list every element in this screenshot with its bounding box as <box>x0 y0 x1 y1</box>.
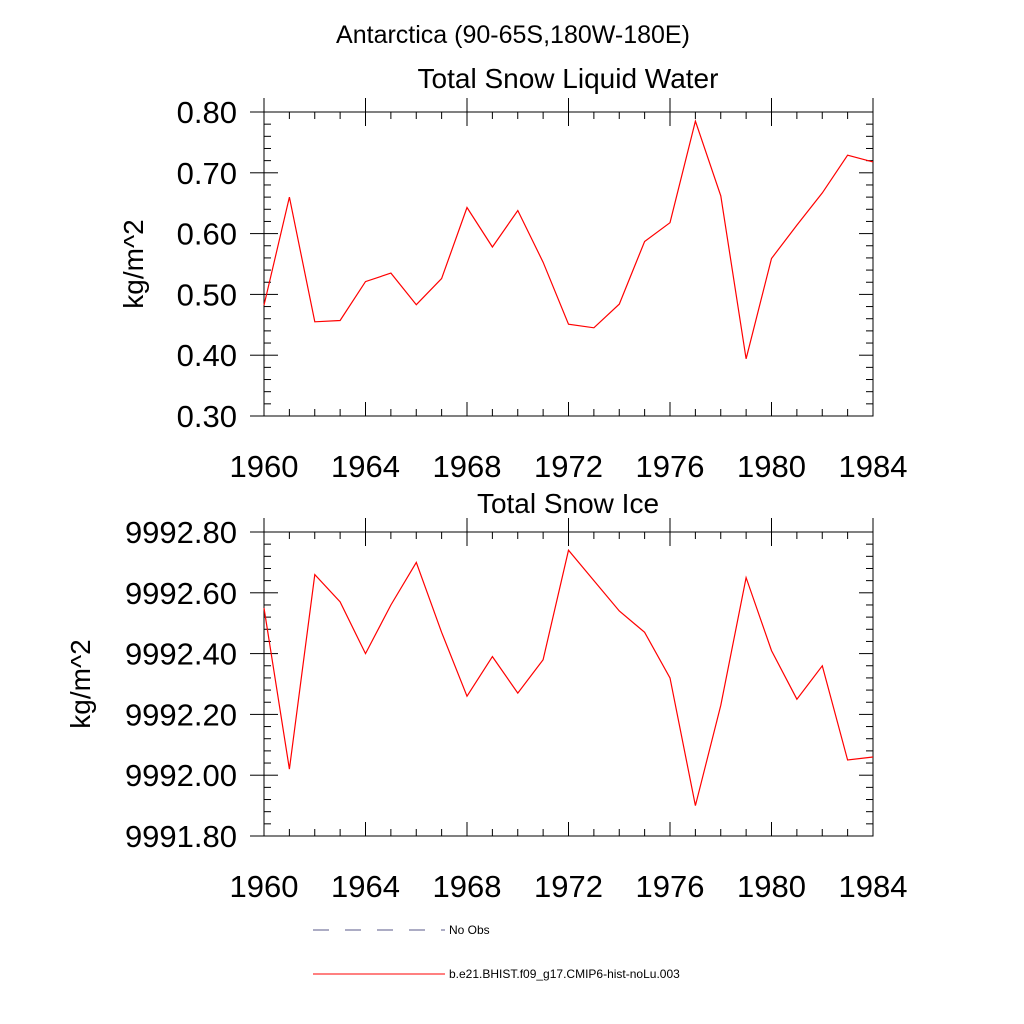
figure-title: Antarctica (90-65S,180W-180E) <box>336 21 690 49</box>
x-tick-label: 1980 <box>737 449 806 484</box>
y-tick-label: 0.50 <box>177 277 237 312</box>
plot-area: 1960 1964 1968 1972 1976 1980 1984 9991.80 9992.… <box>125 515 908 904</box>
x-tick-label: 1964 <box>331 449 400 484</box>
x-tick-label: 1984 <box>839 869 908 904</box>
x-tick-label: 1964 <box>331 869 400 904</box>
x-tick-label: 1960 <box>230 449 299 484</box>
legend-label: No Obs <box>449 923 490 937</box>
legend: No Obs b.e21.BHIST.f09_g17.CMIP6-hist-no… <box>313 923 680 981</box>
y-tick-label: 9991.80 <box>125 819 237 854</box>
y-tick-label: 9992.20 <box>125 697 237 732</box>
x-tick-label: 1960 <box>230 869 299 904</box>
y-tick-label: 9992.60 <box>125 576 237 611</box>
panel-snow-ice: Total Snow Ice kg/m^2 1960 1964 1968 1972 19… <box>65 488 907 904</box>
legend-entry-model-run: b.e21.BHIST.f09_g17.CMIP6-hist-noLu.003 <box>313 967 680 981</box>
y-tick-label: 0.30 <box>177 399 237 434</box>
x-tick-label: 1972 <box>534 869 603 904</box>
y-tick-label: 9992.00 <box>125 758 237 793</box>
x-tick-label: 1972 <box>534 449 603 484</box>
x-tick-label: 1968 <box>433 869 502 904</box>
panel-title: Total Snow Ice <box>477 488 659 519</box>
y-axis-label: kg/m^2 <box>65 639 96 728</box>
legend-label: b.e21.BHIST.f09_g17.CMIP6-hist-noLu.003 <box>449 967 680 981</box>
y-tick-label: 0.80 <box>177 95 237 130</box>
plot-area: 1960 1964 1968 1972 1976 1980 1984 0.30 0.40 0.50… <box>177 95 908 484</box>
x-tick-label: 1984 <box>839 449 908 484</box>
y-tick-label: 0.60 <box>177 217 237 252</box>
y-axis-label: kg/m^2 <box>118 219 149 308</box>
panel-snow-liquid-water: Total Snow Liquid Water kg/m^2 1960 1964 1… <box>118 63 907 484</box>
plot-frame <box>263 111 874 417</box>
y-tick-label: 9992.80 <box>125 515 237 550</box>
y-tick-label: 0.40 <box>177 338 237 373</box>
x-tick-label: 1976 <box>636 869 705 904</box>
series-line <box>263 548 874 806</box>
y-tick-label: 9992.40 <box>125 637 237 672</box>
series-line <box>263 118 874 359</box>
x-tick-label: 1968 <box>433 449 502 484</box>
x-tick-label: 1976 <box>636 449 705 484</box>
panel-title: Total Snow Liquid Water <box>418 63 719 94</box>
legend-entry-no-obs: No Obs <box>313 923 490 937</box>
y-tick-label: 0.70 <box>177 156 237 191</box>
x-tick-label: 1980 <box>737 869 806 904</box>
plot-frame <box>263 531 874 837</box>
